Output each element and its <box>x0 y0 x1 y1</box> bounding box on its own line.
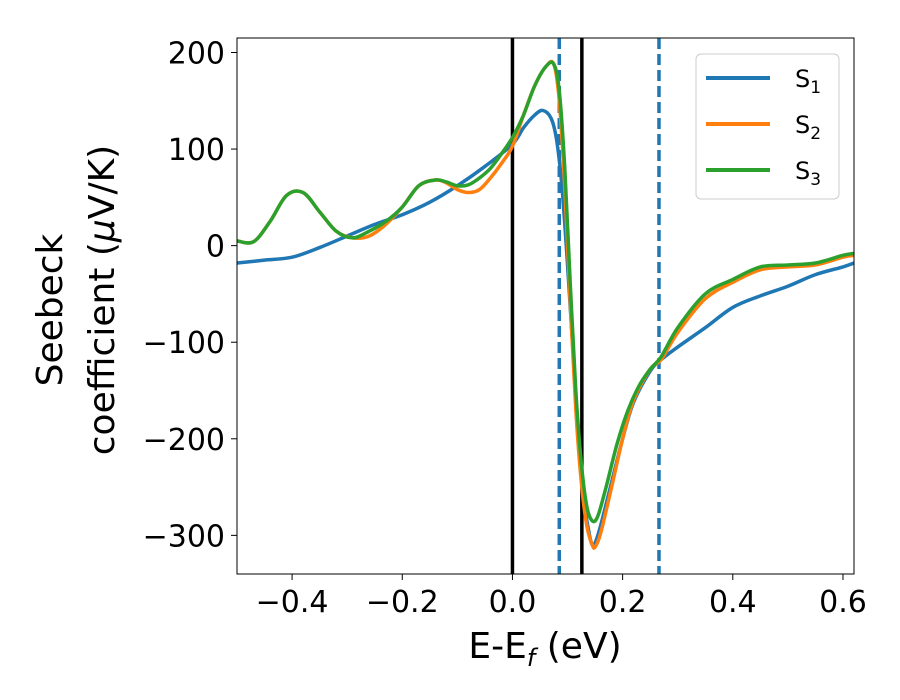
y-tick-label: 200 <box>168 36 225 71</box>
y-tick-label: 100 <box>168 133 225 168</box>
legend-label-s1: S1 <box>795 65 821 98</box>
axis-ticks: −0.4 −0.2 0.0 0.2 0.4 0.6 −300 −200 −100 0 100 200 <box>143 36 867 620</box>
x-tick-label: 0.4 <box>709 585 757 620</box>
x-axis-title-main: E-E <box>468 626 526 667</box>
legend-label-sub: 2 <box>810 124 821 144</box>
plot-content <box>237 38 854 574</box>
x-tick-label: 0.2 <box>599 585 647 620</box>
y-axis-title-mu: μ <box>82 219 123 243</box>
y-axis-title-unit: V/K) <box>82 145 123 219</box>
y-tick-label: −300 <box>143 519 225 554</box>
x-axis-title-unit: (eV) <box>535 626 621 667</box>
legend-label-main: S <box>795 111 810 139</box>
legend-label-sub: 1 <box>810 78 821 98</box>
y-tick-label: −200 <box>143 423 225 458</box>
x-tick-label: 0.6 <box>819 585 867 620</box>
x-tick-label: 0.0 <box>489 585 537 620</box>
y-axis-title-line2: coefficient (μV/K) <box>82 145 123 455</box>
x-tick-label: −0.2 <box>366 585 439 620</box>
y-axis-title-text: coefficient ( <box>82 242 123 455</box>
plot-frame <box>236 37 855 575</box>
series-lines <box>237 59 854 550</box>
legend-label-main: S <box>795 65 810 93</box>
series-line-s3 <box>237 60 854 524</box>
legend-label-s3: S3 <box>795 157 821 190</box>
legend-label-s2: S2 <box>795 111 821 144</box>
legend-label-sub: 3 <box>810 170 821 190</box>
y-tick-label: 0 <box>206 230 225 265</box>
legend-label-main: S <box>795 157 810 185</box>
legend-box <box>695 53 840 200</box>
x-tick-label: −0.4 <box>256 585 329 620</box>
y-tick-label: −100 <box>143 326 225 361</box>
y-axis-title-line1: Seebeck <box>30 233 71 386</box>
x-axis-title: E-Ef (eV) <box>468 626 621 672</box>
